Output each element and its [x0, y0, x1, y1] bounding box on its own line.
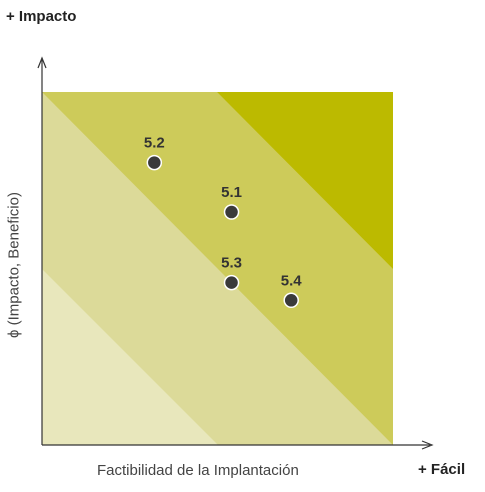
point-label-5.1: 5.1 [221, 184, 242, 201]
zone-low [42, 269, 218, 445]
y-axis-end-label: + Impacto [6, 8, 77, 25]
points-group: 5.2 5.1 5.3 5.4 [144, 135, 303, 309]
y-axis-arrow [37, 56, 47, 69]
point-5.3 [223, 274, 240, 291]
zone-high [217, 92, 393, 269]
x-axis-label: Factibilidad de la Implantación [97, 462, 299, 479]
point-label-5.2: 5.2 [144, 135, 165, 152]
axes-group [37, 56, 434, 450]
x-axis-arrow [421, 440, 434, 450]
point-5.4 [283, 292, 299, 309]
point-label-5.4: 5.4 [281, 272, 303, 289]
point-5.1 [223, 204, 240, 220]
point-5.2 [146, 154, 163, 171]
zone-medium-high [42, 92, 393, 445]
point-label-5.3: 5.3 [221, 255, 242, 272]
zones-group [42, 92, 393, 445]
x-axis-end-label: + Fácil [418, 461, 466, 478]
